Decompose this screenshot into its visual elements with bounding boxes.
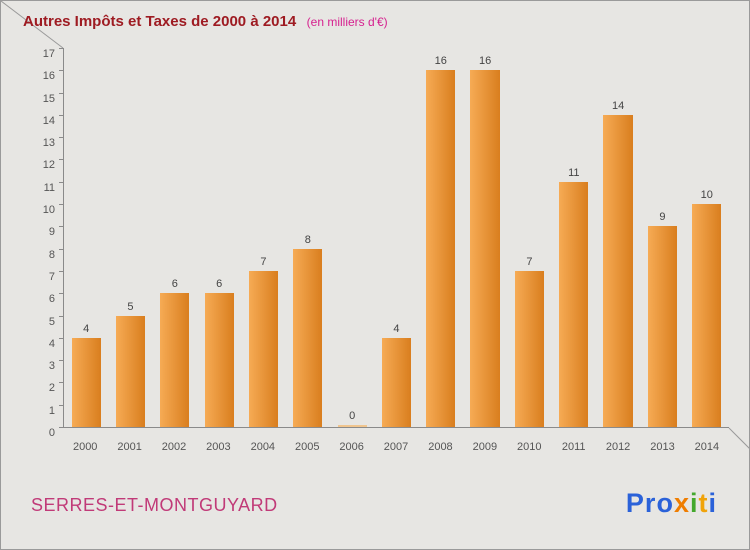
logo-letter: o [656,488,674,518]
bar [692,204,722,427]
logo-letter: i [689,488,699,518]
y-tick-mark [59,337,63,339]
bar-value-label: 16 [478,55,492,68]
bar [426,70,456,427]
bar [71,337,101,427]
bar-column: 14 [596,48,640,427]
bar-column: 7 [241,48,285,427]
logo-letter: P [625,488,645,518]
bar [204,293,234,427]
logo-letter: i [708,488,717,518]
bar-value-label: 9 [659,211,666,224]
y-tick-mark [59,382,63,384]
x-tick-label: 2004 [250,441,276,453]
bar-value-label: 7 [260,255,267,268]
bar-value-label: 5 [127,300,134,313]
logo-letter: t [698,488,709,518]
proxiti-logo: Proxiti [626,488,717,519]
x-tick-label: 2006 [339,441,364,453]
chart-subtitle: (en milliers d'€) [306,15,388,29]
bar [647,226,678,427]
bar [293,248,323,427]
logo-letter: x [673,488,690,518]
bar-column: 4 [64,48,108,427]
y-tick-mark [59,315,63,317]
bar-value-label: 4 [393,322,400,335]
bar [514,270,545,427]
y-tick-mark [59,248,63,250]
bar-column: 7 [507,48,551,427]
bar [381,337,412,427]
x-tick-label: 2009 [472,441,498,453]
x-tick-label: 2002 [161,441,187,453]
bar-column: 0 [330,48,374,427]
bar-column: 10 [685,48,729,427]
y-tick-mark [59,159,63,161]
y-tick-mark [59,360,63,362]
bar-value-label: 8 [304,233,311,246]
x-tick-label: 2007 [383,441,409,453]
y-tick-mark [59,427,63,428]
bar-value-label: 6 [216,278,223,291]
bar-column: 5 [108,48,152,427]
y-tick-mark [59,293,63,295]
x-tick-label: 2013 [650,441,675,453]
y-tick-mark [59,270,63,272]
logo-letter: r [644,488,657,518]
x-tick-label: 2012 [605,441,631,453]
y-tick-mark [59,181,63,183]
plot-area: 0 1 2 3 4 5 6 7 8 9 10 11 12 13 14 15 16 17 4 5 6 6 7 8 0 4 16 16 7… [43,48,729,439]
bar-column: 8 [286,48,330,427]
bar-value-label: 4 [83,322,90,335]
bar [470,70,500,427]
y-tick-mark [59,226,63,228]
x-tick-label: 2010 [517,441,542,453]
y-tick-mark [59,48,63,49]
bar [160,293,190,427]
y-tick-mark [59,137,63,139]
bar [337,425,367,427]
bar-value-label: 16 [434,55,447,68]
bar-column: 4 [374,48,418,427]
bar-column: 9 [640,48,684,427]
y-tick-mark [59,92,63,94]
bar-column: 6 [153,48,197,427]
x-tick-label: 2003 [206,441,231,453]
bar [603,114,633,427]
bar-value-label: 10 [700,189,713,202]
x-tick-label: 2005 [294,441,320,453]
bar-value-label: 0 [349,410,356,422]
bar [559,181,589,427]
x-tick-label: 2011 [561,441,586,453]
bar-value-label: 14 [611,99,625,112]
y-tick-mark [59,404,63,406]
bar-column: 11 [552,48,596,427]
x-axis-labels: 2000 2001 2002 2003 2004 2005 2006 2007 2008 2009… [63,441,729,453]
bar [115,315,146,427]
y-tick-mark [59,70,63,72]
chart-title: Autres Impôts et Taxes de 2000 à 2014 [23,13,297,30]
bar-column: 16 [419,48,463,427]
y-tick-mark [59,114,63,116]
x-tick-label: 2014 [694,441,720,453]
bar-value-label: 11 [568,166,580,179]
chart-header: Autres Impôts et Taxes de 2000 à 2014 (e… [23,13,388,31]
bar-column: 16 [463,48,507,427]
x-tick-label: 2000 [72,441,98,453]
y-tick-mark [59,204,63,206]
bar [248,270,279,427]
bar-column: 6 [197,48,241,427]
commune-name: SERRES-ET-MONTGUYARD [31,495,278,515]
bars: 4 5 6 6 7 8 0 4 16 16 7 11 14 9 10 [64,48,729,427]
bar-value-label: 7 [526,255,533,268]
x-tick-label: 2001 [117,441,142,453]
x-tick-label: 2008 [428,441,453,453]
bar-value-label: 6 [171,278,178,291]
